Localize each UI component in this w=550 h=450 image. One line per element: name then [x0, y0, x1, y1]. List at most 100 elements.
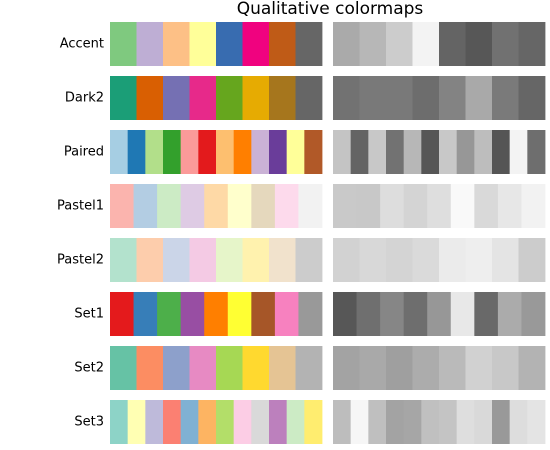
color-swatch: [204, 184, 229, 228]
color-swatch: [189, 346, 217, 390]
color-swatch: [298, 184, 323, 228]
color-swatch: [198, 400, 217, 444]
color-swatch: [216, 238, 243, 282]
color-swatch: [133, 292, 158, 336]
gray-swatch: [492, 130, 511, 174]
gray-swatch: [333, 130, 352, 174]
color-swatch: [145, 130, 164, 174]
color-swatch: [251, 130, 270, 174]
color-swatch: [269, 346, 296, 390]
gray-swatch: [386, 238, 413, 282]
gray-swatch: [350, 130, 369, 174]
gray-swatch: [403, 292, 428, 336]
colormap-label: Pastel2: [57, 253, 104, 268]
gray-swatch: [333, 400, 352, 444]
gray-swatch: [412, 346, 440, 390]
color-swatch: [295, 346, 323, 390]
color-swatch: [274, 184, 299, 228]
color-swatch: [110, 238, 137, 282]
color-swatch: [110, 184, 134, 228]
gray-swatch: [439, 346, 466, 390]
gray-swatch: [412, 22, 440, 66]
gray-swatch: [412, 76, 440, 120]
color-swatch: [127, 130, 146, 174]
gray-swatch: [492, 22, 519, 66]
gray-swatch: [518, 238, 546, 282]
gray-swatch: [450, 292, 475, 336]
color-swatch: [163, 76, 190, 120]
color-swatch: [269, 76, 296, 120]
colormap-label: Set2: [74, 361, 104, 376]
gray-swatch: [403, 400, 422, 444]
gray-swatch: [333, 22, 360, 66]
gray-swatch: [465, 76, 493, 120]
color-swatch: [286, 130, 305, 174]
gray-swatch: [359, 346, 387, 390]
color-swatch: [295, 76, 323, 120]
gray-swatch: [521, 184, 546, 228]
color-swatch: [145, 400, 164, 444]
gray-swatch: [386, 76, 413, 120]
gray-swatch: [421, 130, 440, 174]
color-swatch: [216, 346, 243, 390]
color-swatch: [157, 184, 182, 228]
color-swatch: [198, 130, 217, 174]
gray-swatch: [474, 400, 493, 444]
colormap-label: Paired: [64, 145, 104, 160]
gray-swatch: [474, 130, 493, 174]
color-swatch: [163, 130, 182, 174]
color-swatch: [110, 22, 137, 66]
color-swatch: [216, 76, 243, 120]
gray-swatch: [386, 346, 413, 390]
color-swatch: [163, 22, 190, 66]
color-swatch: [216, 130, 235, 174]
color-swatch: [242, 76, 270, 120]
gray-swatch: [439, 400, 458, 444]
color-swatch: [251, 184, 276, 228]
gray-swatch: [497, 184, 522, 228]
color-swatch: [233, 130, 252, 174]
colormap-label: Dark2: [65, 91, 104, 106]
color-swatch: [251, 292, 276, 336]
color-swatch: [233, 400, 252, 444]
gray-swatch: [518, 76, 546, 120]
color-swatch: [216, 22, 243, 66]
gray-swatch: [380, 184, 405, 228]
gray-swatch: [359, 76, 387, 120]
gray-swatch: [518, 346, 546, 390]
color-swatch: [251, 400, 270, 444]
gray-swatch: [350, 400, 369, 444]
color-swatch: [242, 238, 270, 282]
gray-swatch: [359, 238, 387, 282]
gray-swatch: [439, 130, 458, 174]
gray-swatch: [368, 130, 387, 174]
color-swatch: [269, 238, 296, 282]
color-swatch: [136, 76, 164, 120]
gray-swatch: [439, 238, 466, 282]
color-swatch: [227, 184, 252, 228]
gray-swatch: [359, 22, 387, 66]
color-swatch: [136, 238, 164, 282]
chart-title: Qualitative colormaps: [237, 0, 424, 19]
gray-swatch: [492, 76, 519, 120]
color-swatch: [110, 292, 134, 336]
color-swatch: [269, 22, 296, 66]
color-swatch: [180, 400, 199, 444]
gray-swatch: [386, 400, 405, 444]
color-swatch: [298, 292, 323, 336]
gray-swatch: [333, 238, 360, 282]
gray-swatch: [521, 292, 546, 336]
gray-swatch: [368, 400, 387, 444]
gray-swatch: [456, 400, 475, 444]
color-swatch: [295, 238, 323, 282]
color-swatch: [133, 184, 158, 228]
gray-swatch: [356, 292, 381, 336]
gray-swatch: [456, 130, 475, 174]
color-swatch: [180, 130, 199, 174]
color-swatch: [163, 400, 182, 444]
gray-swatch: [386, 130, 405, 174]
gray-swatch: [427, 292, 452, 336]
gray-swatch: [333, 346, 360, 390]
color-swatch: [227, 292, 252, 336]
